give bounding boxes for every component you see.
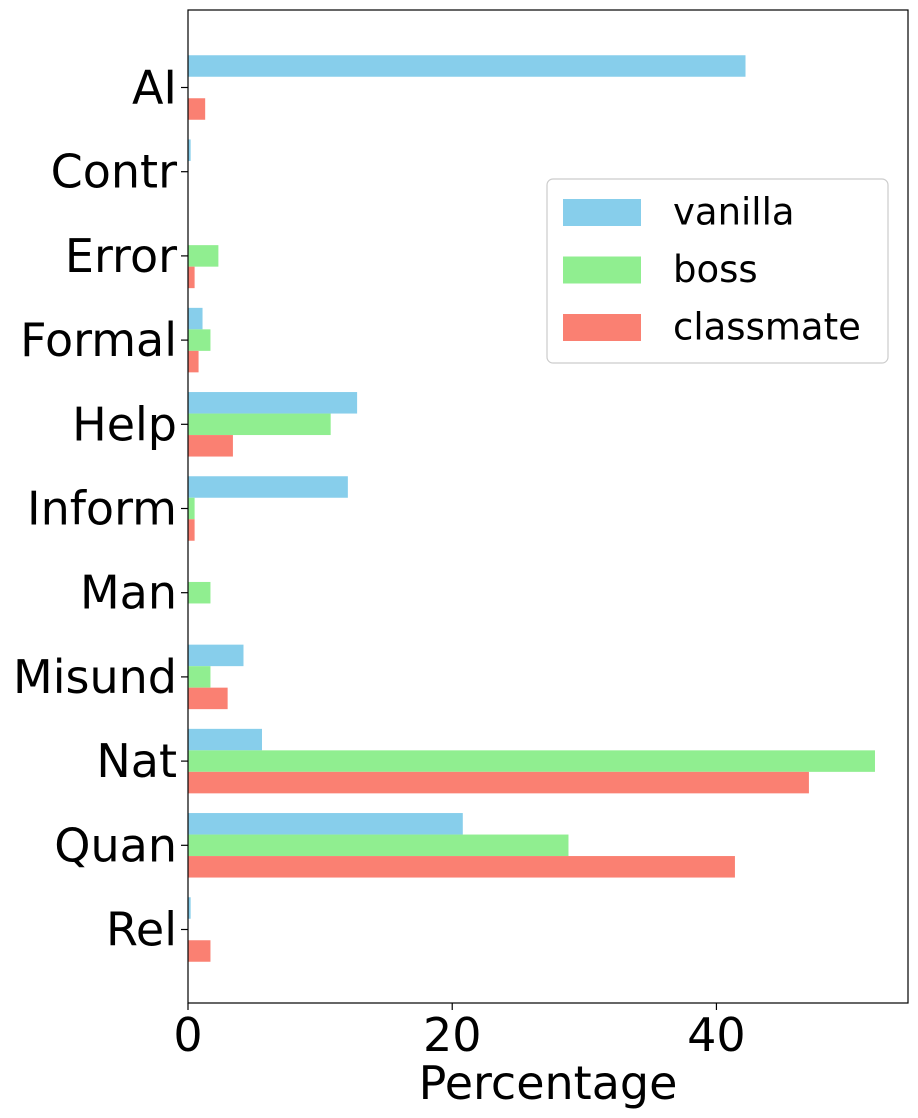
y-axis: AI Contr Error Formal Help Inform Man Misund Nat… — [13, 61, 188, 957]
x-tick-label-40: 40 — [687, 1008, 746, 1062]
bar-classmate-help — [188, 435, 233, 457]
y-tick-label-nat: Nat — [96, 734, 177, 788]
x-axis-label: Percentage — [419, 1056, 678, 1110]
legend-swatch-boss — [563, 256, 641, 284]
bar-vanilla-quan — [188, 813, 463, 835]
bar-boss-quan — [188, 834, 569, 857]
bar-vanilla-inform — [188, 476, 348, 498]
y-tick-label-inform: Inform — [27, 482, 177, 536]
y-tick-label-error: Error — [65, 229, 177, 283]
bar-classmate-rel — [188, 940, 211, 962]
legend-label-vanilla: vanilla — [673, 191, 795, 234]
bar-classmate-formal — [188, 350, 199, 373]
bar-vanilla-ai — [188, 55, 746, 77]
bar-boss-error — [188, 245, 219, 267]
bar-boss-inform — [188, 497, 195, 520]
legend-label-classmate: classmate — [673, 306, 861, 349]
legend-swatch-vanilla — [563, 199, 641, 226]
bar-boss-formal — [188, 329, 211, 351]
bar-vanilla-formal — [188, 307, 203, 330]
y-tick-label-help: Help — [72, 397, 177, 451]
bar-vanilla-contr — [188, 139, 191, 161]
y-tick-label-man: Man — [80, 566, 177, 620]
bar-classmate-nat — [188, 771, 809, 794]
y-tick-label-misund: Misund — [13, 650, 177, 704]
bar-classmate-error — [188, 266, 195, 289]
legend-swatch-classmate — [563, 314, 641, 341]
y-tick-label-contr: Contr — [51, 145, 177, 199]
legend: vanilla boss classmate — [546, 178, 889, 364]
x-tick-label-20: 20 — [423, 1008, 482, 1062]
y-tick-label-ai: AI — [132, 61, 177, 115]
bars-group — [188, 55, 875, 962]
x-tick-label-0: 0 — [173, 1008, 202, 1062]
x-axis: 0 20 40 — [173, 1003, 746, 1062]
bar-boss-misund — [188, 666, 211, 688]
bar-boss-man — [188, 581, 211, 604]
bar-boss-nat — [188, 750, 875, 772]
y-tick-label-quan: Quan — [54, 818, 177, 872]
bar-vanilla-misund — [188, 644, 244, 667]
y-tick-label-formal: Formal — [20, 313, 177, 367]
y-tick-label-rel: Rel — [106, 903, 177, 957]
legend-label-boss: boss — [673, 248, 758, 291]
bar-vanilla-nat — [188, 728, 262, 751]
bar-classmate-misund — [188, 687, 228, 710]
bar-vanilla-help — [188, 392, 358, 414]
bar-boss-help — [188, 413, 331, 436]
plot-frame — [187, 9, 909, 1004]
bar-classmate-quan — [188, 856, 735, 878]
bar-vanilla-rel — [188, 897, 191, 919]
bar-classmate-inform — [188, 519, 195, 541]
bar-classmate-ai — [188, 98, 206, 120]
